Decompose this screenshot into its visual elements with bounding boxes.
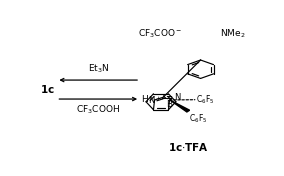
Text: B: B xyxy=(166,100,173,109)
Text: C$_6$F$_5$: C$_6$F$_5$ xyxy=(189,112,208,125)
Text: H: H xyxy=(141,95,148,104)
Text: CF$_3$COOH: CF$_3$COOH xyxy=(76,104,120,116)
Text: C$_6$F$_5$: C$_6$F$_5$ xyxy=(195,93,214,106)
Text: $\mathbf{1c}$$\cdot$TFA: $\mathbf{1c}$$\cdot$TFA xyxy=(168,141,209,153)
Polygon shape xyxy=(170,100,190,112)
Text: NMe$_2$: NMe$_2$ xyxy=(220,28,245,40)
Text: N$^+$: N$^+$ xyxy=(148,94,162,106)
Text: Et$_3$N: Et$_3$N xyxy=(87,63,109,76)
Text: $\mathbf{=}$N: $\mathbf{=}$N xyxy=(164,91,182,102)
Text: CF$_3$COO$^-$: CF$_3$COO$^-$ xyxy=(138,28,182,40)
Text: $\mathbf{1c}$: $\mathbf{1c}$ xyxy=(39,83,54,95)
